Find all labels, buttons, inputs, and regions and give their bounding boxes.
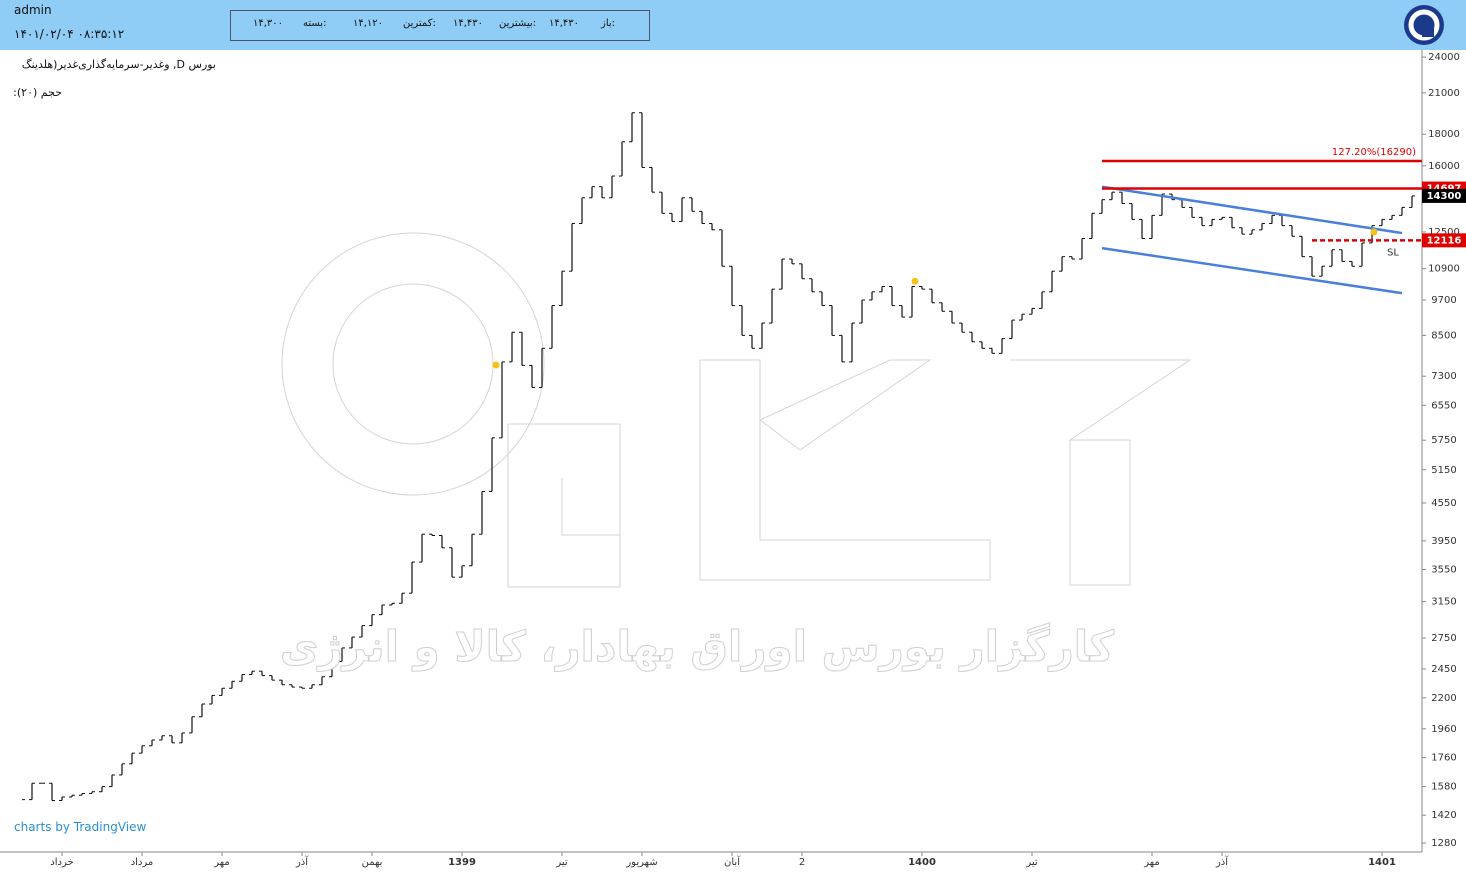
x-tick-label: آذر bbox=[1215, 855, 1229, 868]
x-tick-label: شهریور bbox=[625, 857, 657, 868]
ohlc-label: کمترین: bbox=[403, 18, 436, 29]
y-tick-label: 3150 bbox=[1431, 597, 1456, 608]
level-label: 127.20%(16290) bbox=[1332, 147, 1416, 158]
logo bbox=[1404, 5, 1444, 45]
header-bar: admin ۱۴۰۱/۰۲/۰۴ ۰۸:۳۵:۱۲ باز: ۱۴,۴۳۰ بی… bbox=[0, 0, 1466, 50]
chart: 1280 1420 1580 1760 1960 2200 2450 2750 3150 3550… bbox=[0, 50, 1466, 868]
x-tick-label: تیر bbox=[555, 857, 568, 868]
x-tick-label: تیر bbox=[1025, 857, 1038, 868]
y-tick-label: 12500 bbox=[1428, 227, 1460, 238]
ohlc-value: ۱۴,۳۰۰ bbox=[253, 18, 284, 29]
y-tick-label: 16000 bbox=[1428, 161, 1460, 172]
watermark-text: کارگزار بورس اوراق بهادار، کالا و انرژی bbox=[280, 622, 1114, 672]
watermark-logo bbox=[281, 232, 1192, 588]
volume-label: حجم (۲۰): bbox=[13, 86, 62, 99]
symbol-title: بورس D, وغدیر-سرمایه‌گذاری‌غدیر(هلدینگ bbox=[21, 58, 216, 71]
x-tick-label: خرداد bbox=[50, 857, 73, 868]
last-price-box bbox=[1422, 188, 1466, 203]
y-tick-label: 4550 bbox=[1431, 498, 1456, 509]
y-tick-label: 8500 bbox=[1431, 330, 1456, 341]
y-tick-label: 5750 bbox=[1431, 435, 1456, 446]
marker bbox=[492, 361, 500, 369]
ohlc-label: باز: bbox=[601, 18, 616, 29]
y-tick-label: 18000 bbox=[1428, 129, 1460, 140]
marker bbox=[911, 277, 919, 285]
price-label-box bbox=[1422, 233, 1466, 248]
y-tick-label: 1960 bbox=[1431, 724, 1456, 735]
marker bbox=[1370, 228, 1378, 236]
ohlc-label: بیشترین: bbox=[499, 18, 537, 29]
last-price-label: 14300 bbox=[1427, 191, 1462, 202]
ohlc-value: ۱۴,۴۳۰ bbox=[453, 18, 484, 29]
price-label: 12116 bbox=[1427, 235, 1462, 246]
y-tick-label: 7300 bbox=[1431, 371, 1456, 382]
y-tick-label: 1580 bbox=[1431, 782, 1456, 793]
attribution: charts by TradingView bbox=[14, 820, 147, 834]
y-tick-label: 9700 bbox=[1431, 295, 1456, 306]
x-tick-label: مهر bbox=[1143, 857, 1159, 868]
y-tick-label: 2750 bbox=[1431, 633, 1456, 644]
ohlc-value: ۱۴,۴۳۰ bbox=[549, 18, 580, 29]
y-tick-label: 3950 bbox=[1431, 536, 1456, 547]
y-tick-label: 21000 bbox=[1428, 88, 1460, 99]
ohlc-label: بسته: bbox=[303, 18, 327, 29]
y-tick-label: 2200 bbox=[1431, 693, 1456, 704]
x-tick-label: 1399 bbox=[448, 857, 476, 868]
x-tick-label: 1400 bbox=[908, 857, 936, 868]
trend-line bbox=[1101, 185, 1403, 235]
y-tick-label: 3550 bbox=[1431, 565, 1456, 576]
annotation: SL bbox=[1387, 247, 1399, 258]
y-tick-label: 6550 bbox=[1431, 400, 1456, 411]
x-tick-label: آذر bbox=[295, 855, 309, 868]
x-tick-label: مرداد bbox=[131, 857, 154, 868]
x-tick-label: آبان bbox=[724, 855, 741, 868]
y-tick-label: 24000 bbox=[1428, 52, 1460, 63]
x-tick-label: 1401 bbox=[1368, 857, 1396, 868]
user-name: admin bbox=[14, 3, 52, 17]
y-tick-label: 1420 bbox=[1431, 810, 1456, 821]
y-tick-label: 10900 bbox=[1428, 264, 1460, 275]
y-tick-label: 1280 bbox=[1431, 838, 1456, 849]
y-tick-label: 5150 bbox=[1431, 465, 1456, 476]
x-tick-label: مهر bbox=[213, 857, 229, 868]
x-tick-label: 2 bbox=[799, 857, 805, 868]
y-tick-label: 1760 bbox=[1431, 753, 1456, 764]
ohlc-box: باز: ۱۴,۴۳۰ بیشترین: ۱۴,۴۳۰ کمترین: ۱۴,۱… bbox=[230, 10, 650, 41]
date-time: ۱۴۰۱/۰۲/۰۴ ۰۸:۳۵:۱۲ bbox=[14, 27, 125, 41]
trend-line bbox=[1101, 246, 1403, 295]
x-tick-label: بهمن bbox=[362, 857, 383, 868]
y-tick-label: 2450 bbox=[1431, 664, 1456, 675]
ohlc-value: ۱۴,۱۲۰ bbox=[353, 18, 384, 29]
